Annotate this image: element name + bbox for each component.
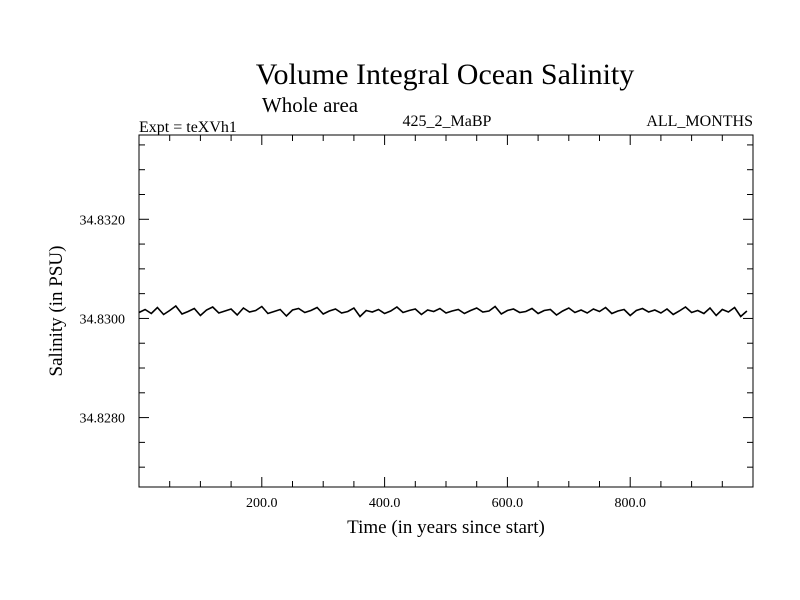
chart-subtitle: Whole area [262,93,359,117]
y-axis-label: Salinity (in PSU) [46,246,67,377]
x-tick-label: 800.0 [614,496,646,511]
x-tick-label: 400.0 [369,496,401,511]
y-tick-label: 34.8300 [80,312,126,327]
months-label: ALL_MONTHS [646,113,753,130]
x-tick-label: 200.0 [246,496,278,511]
y-tick-label: 34.8320 [80,213,126,228]
x-tick-label: 600.0 [492,496,524,511]
axis-ticks [139,135,753,487]
chart-title: Volume Integral Ocean Salinity [256,58,635,91]
period-label: 425_2_MaBP [403,113,492,130]
series-line-salinity [138,304,748,318]
plot-frame [138,134,754,488]
y-tick-label: 34.8280 [80,412,126,427]
experiment-label: Expt = teXVh1 [139,119,237,136]
tick-labels: 200.0 400.0 600.0 800.0 34.8280 34.8300 34.832… [80,213,646,511]
x-axis-label: Time (in years since start) [347,517,545,538]
